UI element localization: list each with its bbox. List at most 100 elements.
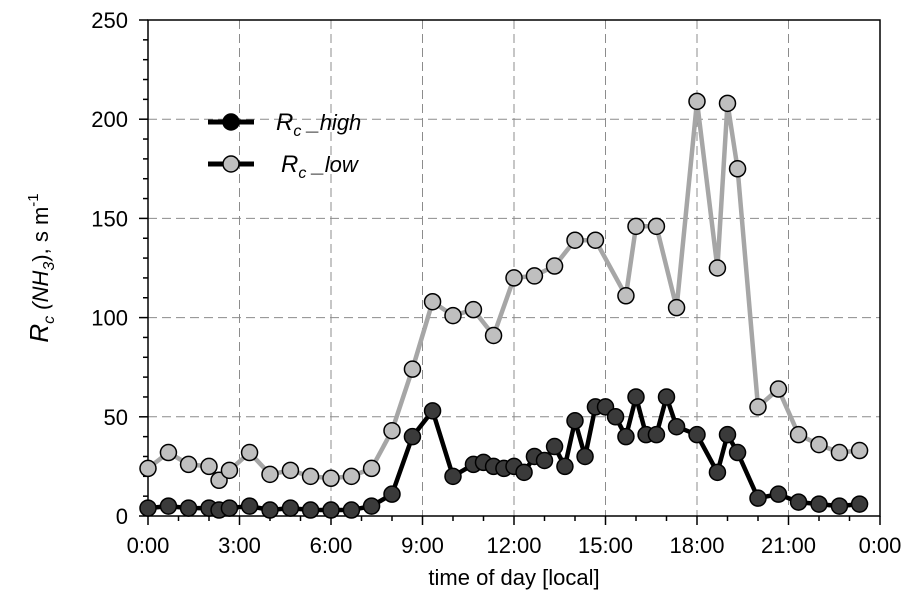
data-point xyxy=(362,459,381,478)
legend-label-low-name: R xyxy=(281,151,298,178)
data-point xyxy=(728,443,747,462)
y-axis-title-sup: -1 xyxy=(25,193,42,206)
x-tick-label: 9:00 xyxy=(401,533,444,558)
data-point xyxy=(718,94,737,113)
legend-label-high-sub: c xyxy=(293,123,301,140)
legend-label-high: Rc _high xyxy=(276,109,361,140)
legend: Rc _high Rc _low xyxy=(208,109,361,182)
data-point xyxy=(769,485,788,503)
x-tick-label: 3:00 xyxy=(218,533,261,558)
data-point xyxy=(261,501,279,519)
data-point xyxy=(749,489,767,507)
y-tick-label: 0 xyxy=(116,504,128,529)
data-point xyxy=(179,455,198,474)
data-point xyxy=(810,495,828,513)
legend-label-low-suffix: _low xyxy=(306,152,359,177)
data-point xyxy=(322,501,340,519)
legend-label-high-name: R xyxy=(276,109,293,136)
data-point xyxy=(484,326,503,345)
y-tick-label: 200 xyxy=(91,107,128,132)
series-0 xyxy=(139,388,869,519)
data-point xyxy=(647,217,666,236)
data-point xyxy=(220,499,239,517)
data-point xyxy=(301,501,320,519)
data-point xyxy=(535,451,554,470)
data-point xyxy=(444,467,462,486)
x-axis-title: time of day [local] xyxy=(428,565,599,590)
data-point xyxy=(789,425,808,444)
y-tick-label: 100 xyxy=(91,306,128,331)
y-axis-title-main: R xyxy=(24,324,54,343)
data-point xyxy=(617,287,635,305)
x-tick-label: 0:00 xyxy=(127,533,170,558)
data-point xyxy=(505,269,523,287)
data-point xyxy=(261,465,279,484)
series-layer xyxy=(139,92,869,519)
data-point xyxy=(708,463,727,482)
data-point xyxy=(342,501,361,519)
data-point xyxy=(667,417,686,436)
data-point xyxy=(688,425,706,444)
data-point xyxy=(789,493,808,511)
data-point xyxy=(576,447,594,466)
data-point xyxy=(718,425,737,444)
data-point xyxy=(545,257,564,275)
data-point xyxy=(566,412,584,430)
data-point xyxy=(403,427,422,446)
data-point xyxy=(179,499,198,517)
data-point xyxy=(617,427,635,446)
data-point xyxy=(200,457,218,476)
data-point xyxy=(688,92,706,111)
data-point xyxy=(850,495,869,513)
y-tick-label: 50 xyxy=(104,405,128,430)
legend-entry-low: Rc _low xyxy=(208,151,360,182)
data-point xyxy=(850,441,869,460)
data-point xyxy=(383,485,401,503)
data-point xyxy=(627,217,645,236)
y-tick-label: 250 xyxy=(91,8,128,33)
data-point xyxy=(423,402,442,420)
x-tick-label: 6:00 xyxy=(310,533,353,558)
x-tick-label: 12:00 xyxy=(486,533,541,558)
data-point xyxy=(525,267,544,285)
data-point xyxy=(647,425,666,444)
data-point xyxy=(240,497,259,515)
data-point xyxy=(423,292,442,311)
data-point xyxy=(667,298,686,317)
x-tick-label: 18:00 xyxy=(669,533,724,558)
data-point xyxy=(515,463,533,482)
x-tick-label: 21:00 xyxy=(761,533,816,558)
data-point xyxy=(728,160,747,178)
legend-marker-low xyxy=(222,155,240,173)
data-point xyxy=(749,398,767,416)
legend-label-low-sub: c xyxy=(298,165,306,182)
data-point xyxy=(464,300,483,319)
data-point xyxy=(830,497,849,515)
grid-lines xyxy=(148,20,880,516)
data-point xyxy=(362,497,381,515)
data-point xyxy=(281,461,300,480)
data-point xyxy=(444,306,462,325)
data-point xyxy=(586,231,605,249)
data-point xyxy=(627,388,645,406)
y-axis-title-sub2: 3 xyxy=(41,262,58,271)
data-point xyxy=(556,457,574,476)
x-tick-label: 15:00 xyxy=(578,533,633,558)
data-point xyxy=(342,467,361,486)
x-axis-ticks: 0:00 3:00 6:00 9:00 12:00 15:00 18:00 21:00 0:00 xyxy=(127,516,902,558)
data-point xyxy=(403,360,422,378)
data-point xyxy=(566,231,584,249)
data-point xyxy=(810,435,828,454)
series-1 xyxy=(139,92,869,490)
data-point xyxy=(301,467,320,486)
y-axis-title-mid: (NH xyxy=(28,271,53,316)
data-point xyxy=(769,380,788,398)
data-point xyxy=(220,461,239,480)
y-axis-title-end: ), s m xyxy=(28,207,53,262)
data-point xyxy=(830,443,849,462)
x-tick-label: 0:00 xyxy=(859,533,902,558)
data-point xyxy=(139,459,157,478)
data-point xyxy=(657,388,676,406)
y-axis-ticks: 0 50 100 150 200 250 xyxy=(91,8,148,529)
